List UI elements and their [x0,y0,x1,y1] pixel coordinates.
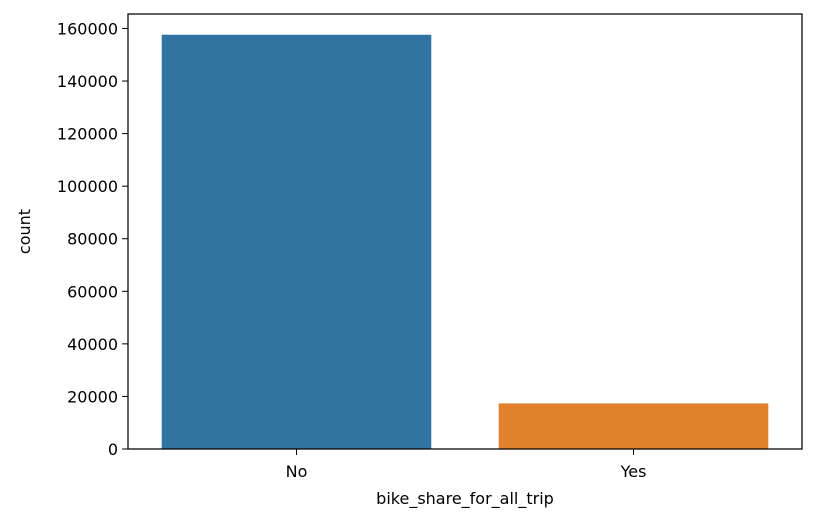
y-tick-label: 60000 [67,282,118,301]
plot-frame [127,13,803,450]
y-axis-ticks: 0 20000 40000 60000 80000 100000 120000 140000 1… [57,19,128,459]
x-axis-ticks: No Yes [286,449,647,481]
bar-yes [498,403,769,449]
y-tick-label: 120000 [57,125,118,144]
y-tick-label: 160000 [57,19,118,38]
bar-no [161,34,432,449]
x-axis-label: bike_share_for_all_trip [376,489,554,509]
bars-group [161,34,769,449]
y-tick-label: 20000 [67,387,118,406]
y-tick-label: 100000 [57,177,118,196]
x-tick-label: Yes [620,462,647,481]
y-tick-label: 80000 [67,230,118,249]
y-axis-label: count [15,209,34,254]
x-tick-label: No [286,462,308,481]
y-tick-label: 40000 [67,335,118,354]
y-tick-label: 140000 [57,72,118,91]
y-tick-label: 0 [108,440,118,459]
